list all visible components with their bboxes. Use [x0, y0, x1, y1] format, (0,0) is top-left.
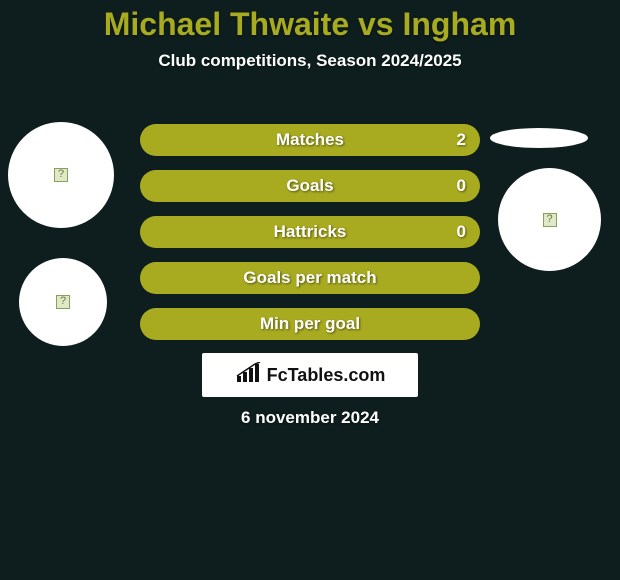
stat-row-goals: Goals 0	[140, 170, 480, 202]
bar-chart-icon	[235, 362, 261, 389]
player-avatar-left-second	[19, 258, 107, 346]
stat-value: 0	[457, 176, 466, 196]
subtitle: Club competitions, Season 2024/2025	[0, 51, 620, 71]
stat-row-min-per-goal: Min per goal	[140, 308, 480, 340]
infographic-container: Michael Thwaite vs Ingham Club competiti…	[0, 0, 620, 450]
page-title: Michael Thwaite vs Ingham	[0, 0, 620, 43]
fctables-logo: FcTables.com	[202, 353, 418, 397]
player-avatar-right-main	[498, 168, 601, 271]
stat-row-matches: Matches 2	[140, 124, 480, 156]
stat-value: 0	[457, 222, 466, 242]
player-avatar-left-main	[8, 122, 114, 228]
stats-block: Matches 2 Goals 0 Hattricks 0 Goals per …	[140, 124, 480, 354]
stat-label: Goals	[286, 176, 333, 196]
decorative-ellipse	[490, 128, 588, 148]
stat-row-goals-per-match: Goals per match	[140, 262, 480, 294]
image-placeholder-icon	[56, 295, 70, 309]
stat-row-hattricks: Hattricks 0	[140, 216, 480, 248]
image-placeholder-icon	[543, 213, 557, 227]
stat-value: 2	[457, 130, 466, 150]
image-placeholder-icon	[54, 168, 68, 182]
date-text: 6 november 2024	[0, 408, 620, 428]
stat-label: Hattricks	[274, 222, 347, 242]
stat-label: Goals per match	[243, 268, 376, 288]
stat-label: Min per goal	[260, 314, 360, 334]
stat-label: Matches	[276, 130, 344, 150]
logo-text: FcTables.com	[267, 365, 386, 386]
